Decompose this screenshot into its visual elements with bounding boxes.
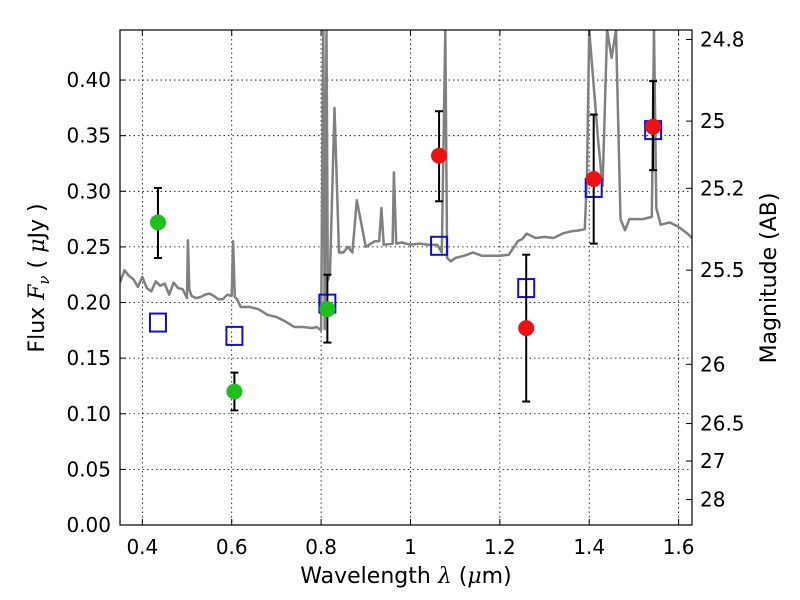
photometry-red-point [518, 320, 535, 337]
x-tick-label: 0.8 [305, 535, 337, 559]
photometry-red-point [645, 118, 662, 135]
photometry-green-point [319, 301, 336, 318]
x-tick-label: 1.2 [484, 535, 516, 559]
y-tick-label: 0.00 [66, 513, 111, 537]
model-square-marker [148, 312, 167, 333]
photometry-red-point [431, 147, 448, 164]
plot-frame [119, 29, 693, 526]
photometry-green-point [149, 214, 166, 231]
y2-tick-label: 25 [700, 109, 725, 133]
y2-tick-label: 26 [700, 352, 725, 376]
x-tick-label: 1.6 [663, 535, 695, 559]
photometry-green-point [226, 383, 243, 400]
y-tick-label: 0.35 [66, 124, 111, 148]
y2-tick-label: 28 [700, 488, 725, 512]
y2-axis-label: Magnitude (AB) [757, 193, 782, 364]
model-square-marker [430, 235, 449, 256]
x-tick-label: 1.4 [573, 535, 605, 559]
y-tick-label: 0.05 [66, 457, 111, 481]
y-tick-label: 0.10 [66, 402, 111, 426]
y2-tick-label: 27 [700, 449, 725, 473]
gridlines [120, 30, 692, 526]
x-tick-label: 0.4 [126, 535, 158, 559]
model-square-marker [225, 325, 244, 346]
y-axis-label: Flux Fν ( μJy ) [25, 203, 53, 352]
y2-tick-label: 25.5 [700, 258, 745, 282]
marker-layer [148, 80, 663, 412]
photometry-red-point [585, 171, 602, 188]
y2-tick-label: 24.8 [700, 27, 745, 51]
y-tick-label: 0.20 [66, 291, 111, 315]
y-tick-label: 0.30 [66, 179, 111, 203]
y-tick-label: 0.25 [66, 235, 111, 259]
y-tick-label: 0.40 [66, 68, 111, 92]
spectrum-layer [120, 30, 692, 332]
x-axis-label: Wavelength λ (μm) [300, 564, 511, 589]
y-tick-label: 0.15 [66, 346, 111, 370]
ticks: 0.4 0.6 0.8 1 1.2 1.4 1.6 0.00 0.05 0.10 0.15 0.20 0… [66, 27, 744, 559]
spectrum-line [120, 30, 692, 332]
x-tick-label: 1 [404, 535, 417, 559]
y2-tick-label: 25.2 [700, 176, 745, 200]
y2-tick-label: 26.5 [700, 412, 745, 436]
x-tick-label: 0.6 [216, 535, 248, 559]
